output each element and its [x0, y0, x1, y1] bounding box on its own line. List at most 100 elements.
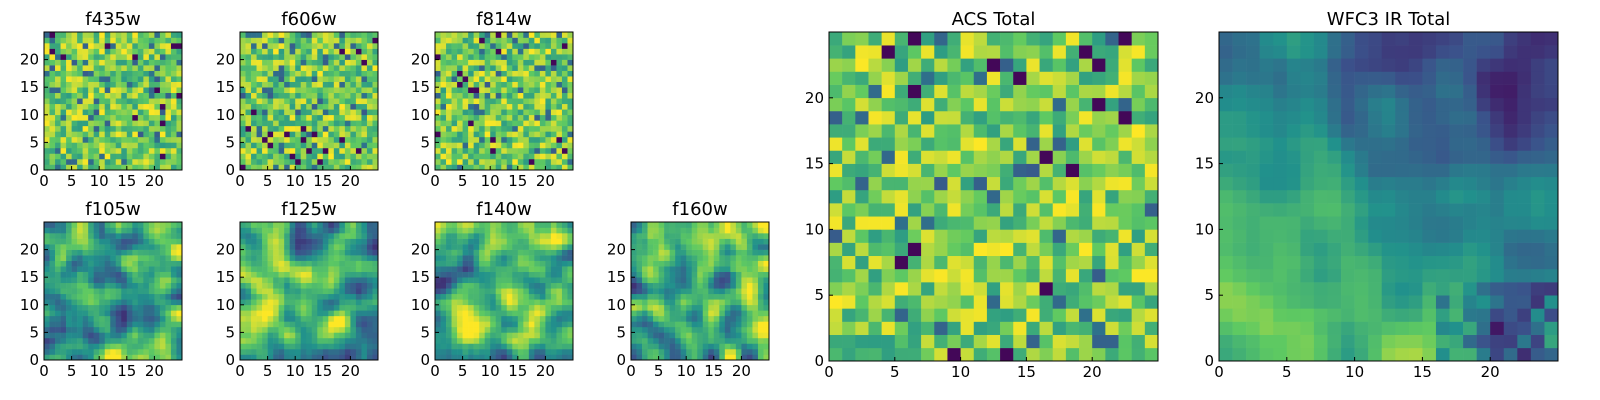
heatmap-cell — [523, 98, 530, 105]
heatmap-cell — [1065, 321, 1080, 335]
heatmap-cell — [523, 136, 530, 143]
heatmap-cell — [121, 332, 128, 339]
heatmap-cell — [457, 354, 463, 361]
heatmap-cell — [284, 120, 290, 127]
heatmap-cell — [1013, 295, 1027, 309]
heatmap-cell — [273, 315, 279, 322]
heatmap-cell — [148, 271, 155, 278]
heatmap-cell — [295, 310, 302, 317]
heatmap-cell — [366, 310, 373, 317]
heatmap-cell — [137, 147, 144, 154]
heatmap-cell — [1105, 124, 1119, 138]
heatmap-cell — [702, 315, 709, 322]
x-tick-label: 15 — [313, 362, 332, 380]
heatmap-cell — [176, 271, 183, 278]
heatmap-cell — [262, 131, 268, 138]
heatmap-cell — [77, 109, 83, 116]
heatmap-cell — [545, 332, 552, 339]
heatmap-cell — [960, 242, 975, 257]
heatmap-cell — [468, 98, 474, 105]
heatmap-cell — [642, 244, 648, 250]
heatmap-cell — [479, 326, 485, 333]
heatmap-cell — [240, 233, 246, 239]
heatmap-cell — [724, 227, 731, 234]
heatmap-cell — [240, 153, 246, 160]
heatmap-cell — [366, 354, 373, 361]
heatmap-cell — [143, 222, 150, 228]
heatmap-cell — [947, 295, 961, 309]
heatmap-cell — [322, 70, 329, 77]
heatmap-cell — [501, 321, 508, 328]
heatmap-cell — [66, 65, 72, 71]
heatmap-cell — [256, 321, 263, 328]
heatmap-cell — [306, 233, 313, 239]
heatmap-cell — [300, 109, 307, 116]
heatmap-cell — [44, 348, 50, 355]
heatmap-cell — [457, 277, 463, 284]
heatmap-cell — [457, 348, 463, 355]
heatmap-cell — [528, 125, 535, 132]
heatmap-cell — [311, 304, 318, 311]
heatmap-cell — [366, 87, 373, 94]
heatmap-cell — [528, 92, 535, 99]
heatmap-cell — [55, 321, 61, 328]
heatmap-cell — [550, 48, 557, 55]
heatmap-cell — [495, 70, 502, 77]
heatmap-cell — [757, 288, 764, 295]
heatmap-cell — [1039, 163, 1054, 178]
heatmap-cell — [245, 37, 252, 44]
heatmap-cell — [88, 103, 94, 110]
heatmap-cell — [372, 227, 379, 234]
heatmap-cell — [121, 76, 128, 82]
heatmap-cell — [372, 54, 379, 60]
heatmap-cell — [539, 37, 546, 44]
heatmap-cell — [350, 147, 357, 154]
heatmap-cell — [539, 109, 546, 116]
heatmap-cell — [49, 326, 56, 333]
heatmap-cell — [479, 277, 485, 284]
heatmap-cell — [99, 310, 106, 317]
heatmap-cell — [462, 238, 469, 245]
heatmap-cell — [528, 136, 535, 143]
heatmap-cell — [295, 249, 302, 256]
heatmap-cell — [435, 238, 441, 245]
heatmap-cell — [355, 37, 362, 44]
heatmap-cell — [154, 32, 161, 38]
heatmap-cell — [435, 249, 441, 256]
heatmap-cell — [664, 227, 670, 234]
heatmap-cell — [517, 288, 524, 295]
heatmap-cell — [440, 277, 447, 284]
heatmap-cell — [973, 308, 988, 322]
heatmap-cell — [757, 222, 764, 228]
heatmap-cell — [567, 227, 574, 234]
heatmap-cell — [88, 109, 94, 116]
heatmap-cell — [143, 48, 150, 55]
heatmap-cell — [82, 343, 89, 350]
heatmap-cell — [355, 348, 362, 355]
heatmap-cell — [647, 271, 654, 278]
heatmap-cell — [176, 238, 183, 245]
heatmap-cell — [495, 233, 502, 239]
axes-frame — [239, 221, 379, 361]
heatmap-cell — [110, 65, 117, 71]
heatmap-cell — [77, 32, 83, 38]
heatmap-cell — [66, 98, 72, 105]
heatmap-cell — [99, 136, 106, 143]
heatmap-cell — [333, 348, 340, 355]
heatmap-cell — [631, 260, 637, 267]
heatmap-cell — [159, 65, 166, 71]
heatmap-cell — [176, 98, 183, 105]
heatmap-cell — [440, 120, 447, 127]
heatmap-cell — [680, 315, 687, 322]
heatmap-cell — [328, 65, 335, 71]
heatmap-cell — [355, 354, 362, 361]
heatmap-cell — [435, 120, 441, 127]
heatmap-cell — [829, 110, 843, 125]
heatmap-cell — [642, 266, 648, 272]
heatmap-cell — [636, 277, 643, 284]
heatmap-cell — [55, 348, 61, 355]
heatmap-cell — [556, 125, 563, 132]
heatmap-cell — [561, 98, 568, 105]
heatmap-cell — [289, 158, 296, 165]
heatmap-cell — [44, 227, 50, 234]
